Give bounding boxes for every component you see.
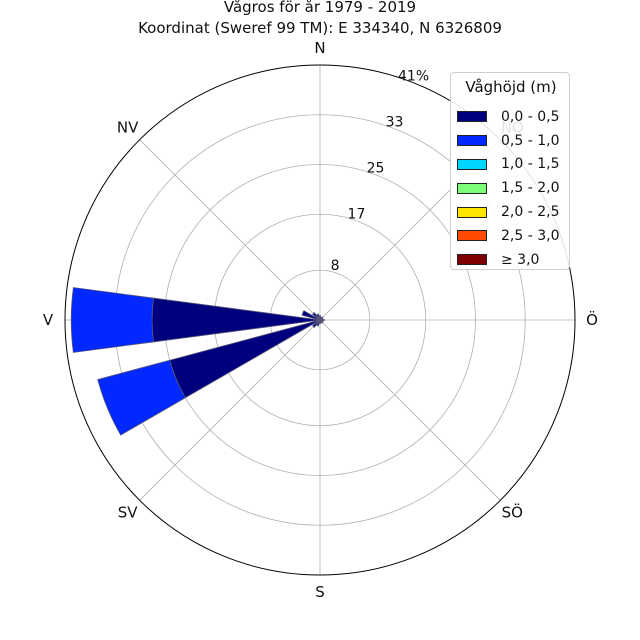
legend-item: 1,5 - 2,0 <box>457 176 559 200</box>
bar-segment <box>97 359 186 436</box>
chart-title: Vågros för år 1979 - 2019 <box>223 0 417 16</box>
legend-swatch <box>457 158 487 170</box>
grid-spoke <box>139 139 321 321</box>
legend-label: 0,0 - 0,5 <box>501 108 560 125</box>
legend-swatch <box>457 206 487 218</box>
bar-segment <box>319 319 321 325</box>
legend-title: Våghöjd (m) <box>465 78 557 96</box>
direction-label: NV <box>117 119 139 137</box>
legend-label: 2,5 - 3,0 <box>501 227 560 244</box>
grid-spoke <box>139 319 321 501</box>
legend: Våghöjd (m) 0,0 - 0,5 0,5 - 1,0 1,0 - 1,5 1… <box>450 72 570 270</box>
bar-segment <box>318 315 322 321</box>
radial-tick-label: 8 <box>331 258 340 274</box>
bar-segment <box>70 287 154 353</box>
radial-tick-label: 41% <box>398 68 429 84</box>
bar-segment <box>316 313 321 321</box>
direction-label: N <box>314 39 325 57</box>
radial-tick-label: 33 <box>386 114 404 130</box>
direction-label: SV <box>118 503 139 521</box>
legend-item: 0,5 - 1,0 <box>457 129 559 153</box>
legend-label: 2,0 - 2,5 <box>501 204 560 221</box>
legend-label: ≥ 3,0 <box>501 251 540 268</box>
legend-swatch <box>457 230 487 242</box>
legend-label: 0,5 - 1,0 <box>501 132 560 149</box>
legend-label: 1,5 - 2,0 <box>501 180 560 197</box>
direction-label: SÖ <box>502 502 523 521</box>
legend-label: 1,0 - 1,5 <box>501 156 560 173</box>
grid-spoke <box>319 319 501 501</box>
radial-tick-label: 17 <box>348 206 366 222</box>
bar-segment <box>151 297 321 343</box>
legend-item: 2,5 - 3,0 <box>457 224 559 248</box>
bar-segment <box>301 310 321 321</box>
legend-swatch <box>457 254 487 266</box>
bar-sectors <box>70 287 325 436</box>
bar-segment <box>312 319 321 328</box>
axis-labels: NONÖSÖSSVVNV817253341% <box>43 39 598 601</box>
legend-item: 1,0 - 1,5 <box>457 153 559 177</box>
legend-swatch <box>457 182 487 194</box>
bar-segment <box>312 312 321 321</box>
bar-segment <box>319 318 325 322</box>
legend-swatch <box>457 111 487 123</box>
legend-swatch <box>457 135 487 147</box>
direction-label: V <box>43 311 54 329</box>
radial-tick-label: 25 <box>367 160 385 176</box>
legend-item: 0,0 - 0,5 <box>457 105 559 129</box>
chart-subtitle: Koordinat (Sweref 99 TM): E 334340, N 63… <box>138 19 502 37</box>
legend-item: 2,0 - 2,5 <box>457 200 559 224</box>
legend-items: 0,0 - 0,5 0,5 - 1,0 1,0 - 1,5 1,5 - 2,0 2,0 … <box>457 105 559 272</box>
direction-label: S <box>315 583 325 601</box>
direction-label: Ö <box>586 310 598 329</box>
outer-frame <box>64 64 576 576</box>
legend-item: ≥ 3,0 <box>457 248 559 272</box>
